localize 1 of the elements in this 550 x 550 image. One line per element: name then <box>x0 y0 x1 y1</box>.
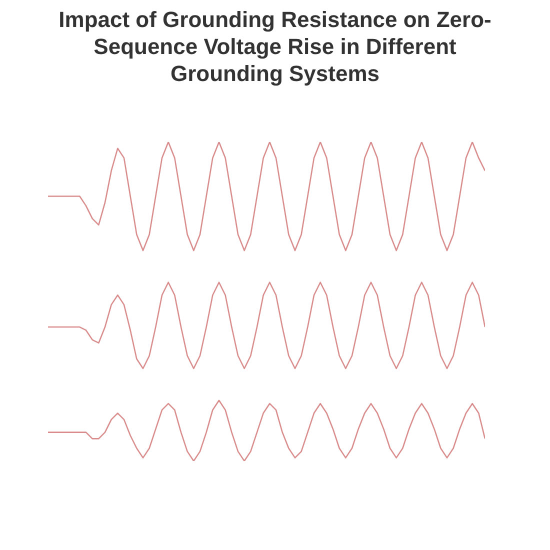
chart-title: Impact of Grounding Resistance on Zero-Sequence Voltage Rise in Different Grounding Systems <box>58 6 492 87</box>
